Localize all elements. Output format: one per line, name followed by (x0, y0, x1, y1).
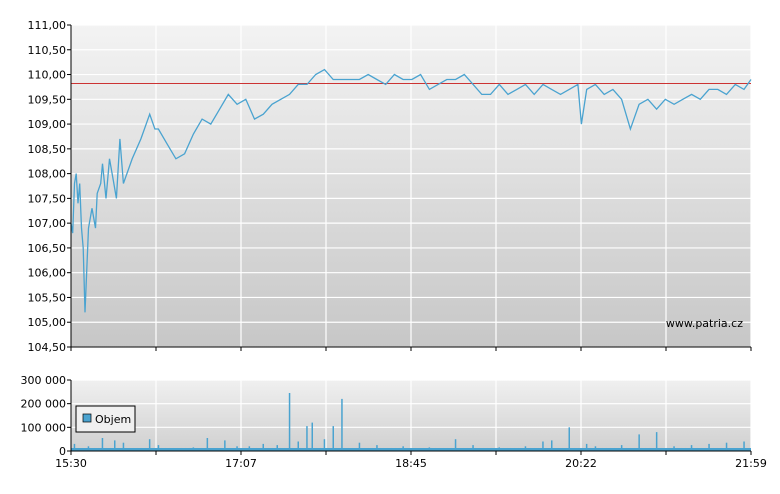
price-y-tick-label: 105,00 (28, 316, 67, 329)
price-y-tick-label: 110,50 (28, 44, 67, 57)
volume-panel: 300 000 200 000 100 000 0 15:30 17:07 18:45 20… (21, 374, 767, 470)
legend-label: Objem (95, 413, 131, 426)
volume-bar (248, 446, 251, 451)
x-tick-label: 21:59 (735, 457, 767, 470)
volume-bars (71, 393, 751, 451)
volume-bar (101, 438, 104, 451)
volume-bar (454, 439, 457, 451)
price-panel: 111,00 110,50 110,00 109,50 109,00 108,50 108,… (28, 19, 752, 354)
watermark-text: www.patria.cz (666, 317, 743, 330)
volume-y-axis: 300 000 200 000 100 000 0 (21, 374, 71, 458)
legend-swatch (82, 413, 92, 423)
volume-bar (551, 440, 553, 451)
volume-bar (428, 447, 431, 451)
volume-bar (708, 443, 710, 451)
volume-y-tick-label: 0 (59, 445, 66, 458)
price-y-axis: 111,00 110,50 110,00 109,50 109,00 108,50 108,… (28, 19, 71, 354)
volume-bar (192, 447, 195, 451)
volume-x-axis: 15:30 17:07 18:45 20:22 21:59 (55, 451, 767, 470)
volume-bar (690, 445, 693, 451)
price-y-tick-label: 104,50 (28, 341, 67, 354)
volume-bar (306, 426, 308, 451)
price-y-tick-label: 107,00 (28, 217, 67, 230)
volume-bar (743, 441, 745, 451)
volume-bar (323, 439, 326, 451)
volume-bar (332, 426, 334, 451)
volume-bar (673, 446, 675, 451)
price-y-tick-label: 110,00 (28, 69, 67, 82)
price-y-tick-label: 105,50 (28, 291, 67, 304)
volume-y-tick-label: 300 000 (21, 374, 67, 387)
volume-bar (585, 443, 588, 451)
volume-bar (87, 446, 90, 451)
x-tick-label: 15:30 (55, 457, 87, 470)
volume-bar (236, 446, 238, 451)
volume-bar (73, 443, 76, 451)
volume-bar (157, 445, 160, 451)
volume-bar (568, 427, 570, 451)
x-tick-label: 17:07 (225, 457, 257, 470)
volume-bar (472, 445, 474, 451)
volume-bar (262, 443, 264, 451)
volume-y-tick-label: 100 000 (21, 421, 67, 434)
price-y-tick-label: 108,50 (28, 143, 67, 156)
price-y-tick-label: 109,50 (28, 93, 67, 106)
price-x-ticks (70, 347, 752, 351)
x-tick-label: 20:22 (565, 457, 597, 470)
volume-legend: Objem (75, 405, 136, 433)
price-y-tick-label: 107,50 (28, 192, 67, 205)
price-y-tick-label: 111,00 (28, 19, 67, 32)
volume-bar (358, 442, 361, 451)
volume-bar (620, 445, 623, 451)
price-y-tick-label: 109,00 (28, 118, 67, 131)
volume-bar (341, 398, 343, 451)
volume-baseline (71, 448, 751, 451)
volume-bar (376, 445, 378, 451)
volume-bar (542, 441, 544, 451)
volume-bar (288, 393, 291, 451)
volume-bar (498, 447, 500, 451)
volume-bar (206, 438, 209, 451)
volume-bar (725, 442, 728, 451)
price-y-tick-label: 106,50 (28, 242, 67, 255)
volume-bar (594, 446, 597, 451)
volume-bar (638, 434, 640, 451)
volume-bar (524, 446, 527, 451)
volume-bar (655, 432, 658, 451)
price-y-tick-label: 106,00 (28, 267, 67, 280)
volume-bar (297, 441, 299, 451)
price-grid (71, 24, 752, 348)
volume-bar (148, 439, 151, 451)
x-tick-label: 18:45 (395, 457, 427, 470)
price-y-tick-label: 108,00 (28, 168, 67, 181)
volume-bar (122, 442, 125, 451)
volume-bar (224, 440, 226, 451)
volume-bar (311, 422, 313, 451)
volume-bar (402, 446, 404, 451)
volume-y-tick-label: 200 000 (21, 398, 67, 411)
price-series-line (70, 68, 752, 313)
volume-bar (276, 445, 278, 451)
volume-bar (114, 440, 116, 451)
